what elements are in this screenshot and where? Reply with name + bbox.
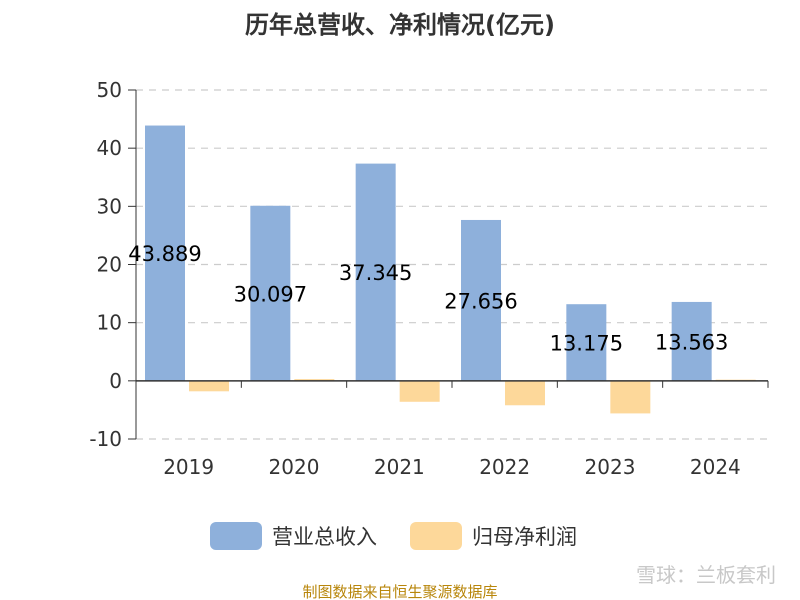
watermark: 雪球：兰板套利 [636,563,776,587]
data-label-revenue-2023: 13.175 [550,332,623,356]
legend-label-net-profit: 归母净利润 [472,525,577,549]
y-axis-ticks: 50 40 30 20 10 0 -10 [89,78,137,451]
bar-net-profit-2021[interactable] [399,380,440,402]
bar-net-profit-2019[interactable] [189,380,229,392]
bar-revenue-2020[interactable] [250,205,291,381]
y-tick-label: 20 [97,253,122,277]
bar-revenue-2024[interactable] [671,301,712,381]
x-tick-label: 2019 [163,455,214,479]
bar-revenue-2021[interactable] [355,163,396,381]
legend-swatch-revenue [210,522,262,550]
x-tick-label: 2024 [690,455,741,479]
data-label-revenue-2019: 43.889 [128,242,201,266]
bar-revenue-2022[interactable] [461,219,501,381]
y-tick-label: -10 [89,427,122,451]
y-tick-label: 50 [97,78,122,102]
legend-item-net-profit[interactable]: 归母净利润 [410,522,577,550]
legend-item-revenue[interactable]: 营业总收入 [210,522,377,550]
bar-net-profit-2020[interactable] [294,379,335,381]
x-tick-label: 2020 [269,455,320,479]
legend-label-revenue: 营业总收入 [272,525,377,549]
legend[interactable]: 营业总收入 归母净利润 [210,522,577,550]
x-tick-label: 2023 [585,455,636,479]
y-tick-label: 10 [97,311,122,335]
data-label-revenue-2024: 13.563 [655,330,728,354]
bar-revenue-2023[interactable] [566,304,607,381]
x-axis: 2019 2020 2021 2022 2023 2024 [135,380,769,479]
x-tick-label: 2022 [479,455,530,479]
y-tick-label: 30 [97,194,122,218]
bar-net-profit-2023[interactable] [610,380,651,414]
x-tick-label: 2021 [374,455,425,479]
bars [145,125,756,414]
data-label-revenue-2021: 37.345 [339,261,412,285]
y-tick-label: 40 [97,136,122,160]
gridlines [136,89,768,440]
bar-revenue-2019[interactable] [145,125,185,381]
data-label-revenue-2022: 27.656 [444,289,517,313]
source-note: 制图数据来自恒生聚源数据库 [302,583,497,600]
y-tick-label: 0 [109,369,122,393]
data-label-revenue-2020: 30.097 [234,282,307,306]
data-labels: 43.889 30.097 37.345 27.656 13.175 13.563 [128,242,728,355]
legend-swatch-net-profit [410,522,462,550]
chart-title: 历年总营收、净利情况(亿元) [245,11,555,39]
bar-net-profit-2022[interactable] [505,380,545,406]
